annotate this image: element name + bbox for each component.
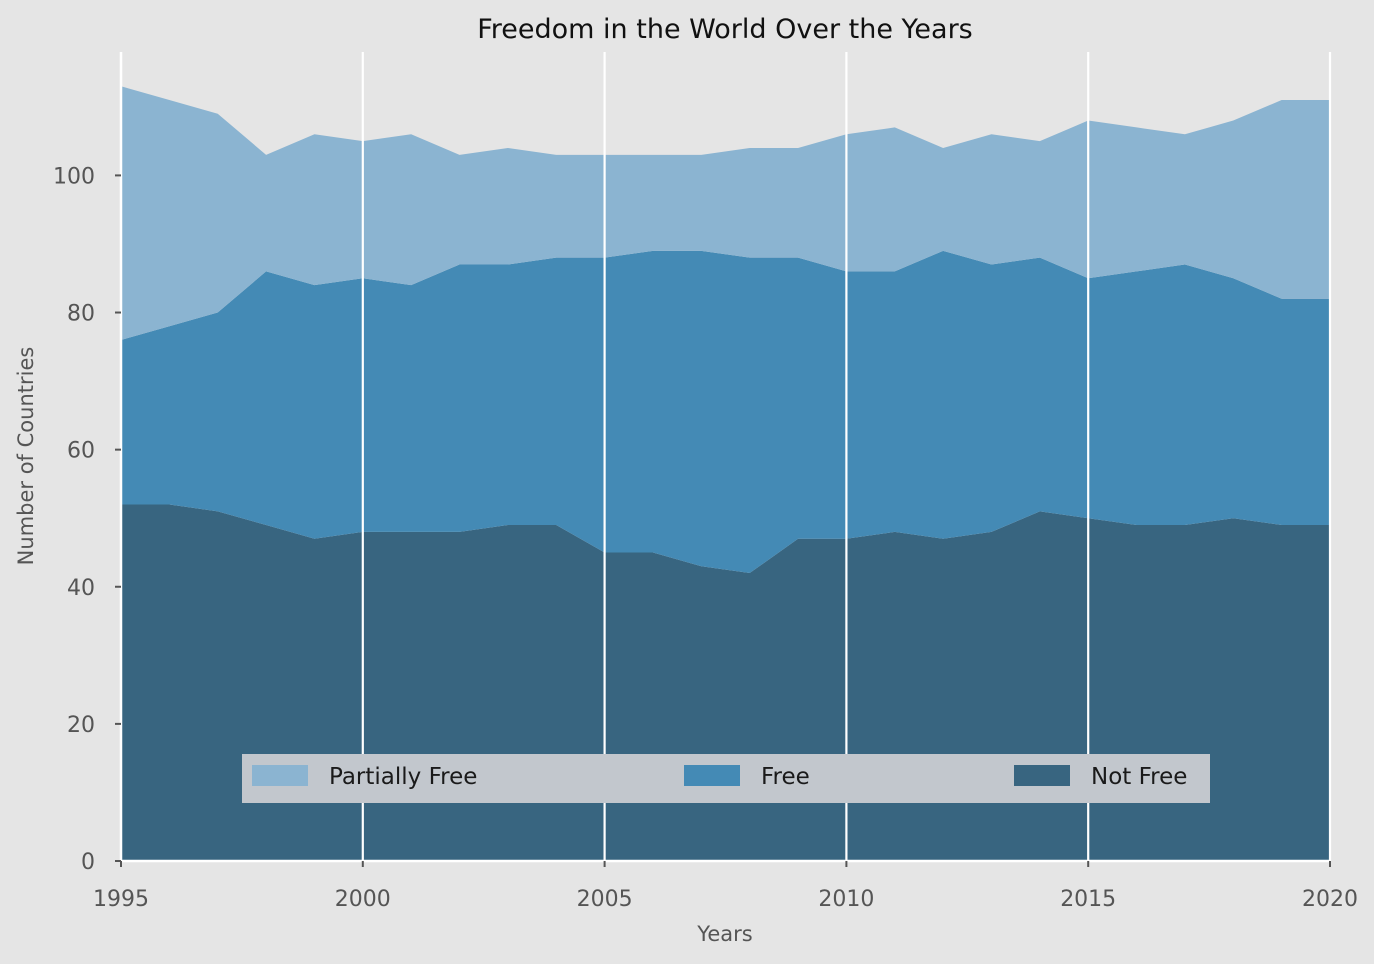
legend: Partially Free Free Not Free [242, 754, 1210, 803]
legend-swatch-free [684, 765, 740, 786]
y-axis-label: Number of Countries [14, 347, 38, 566]
legend-label-not-free: Not Free [1091, 764, 1187, 790]
area-partially-free [121, 86, 1330, 340]
x-tick-label-2005: 2005 [577, 887, 633, 912]
y-tick-label-0: 0 [81, 850, 95, 875]
y-tick-label-80: 80 [67, 302, 95, 327]
y-tick-label-40: 40 [67, 576, 95, 601]
area-layers [121, 86, 1330, 861]
y-tick-label-20: 20 [67, 713, 95, 738]
legend-swatch-not-free [1014, 765, 1070, 786]
x-axis-label: Years [696, 922, 752, 946]
grid-lines [361, 52, 1332, 861]
y-axis-ticks: 0 20 40 60 80 100 [53, 164, 121, 875]
axes [119, 52, 1330, 863]
chart-title: Freedom in the World Over the Years [477, 14, 973, 45]
x-tick-label-1995: 1995 [93, 887, 149, 912]
x-tick-label-2015: 2015 [1060, 887, 1116, 912]
x-tick-label-2000: 2000 [335, 887, 391, 912]
x-tick-label-2010: 2010 [818, 887, 874, 912]
legend-label-partially-free: Partially Free [329, 764, 477, 790]
x-tick-label-2020: 2020 [1302, 887, 1358, 912]
y-tick-label-100: 100 [53, 164, 95, 189]
y-tick-label-60: 60 [67, 439, 95, 464]
legend-label-free: Free [761, 764, 810, 790]
area-free [121, 250, 1330, 574]
legend-swatch-partially-free [252, 765, 308, 786]
x-axis-ticks: 1995 2000 2005 2010 2015 2020 [93, 861, 1358, 912]
